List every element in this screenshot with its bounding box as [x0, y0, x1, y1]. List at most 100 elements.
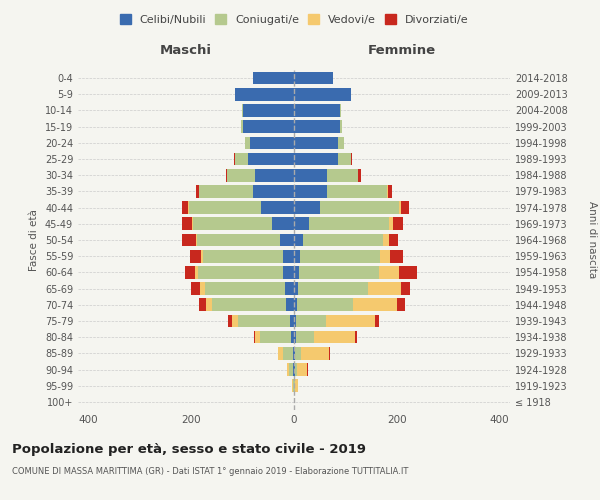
Text: Anni di nascita: Anni di nascita: [587, 202, 597, 278]
Bar: [294, 202, 320, 214]
Bar: [338, 136, 344, 149]
Bar: [182, 202, 188, 214]
Bar: [329, 347, 330, 360]
Bar: [185, 266, 195, 278]
Bar: [397, 298, 404, 311]
Bar: [254, 331, 255, 344]
Bar: [235, 88, 294, 101]
Bar: [212, 298, 286, 311]
Bar: [328, 185, 386, 198]
Bar: [307, 363, 308, 376]
Bar: [355, 331, 357, 344]
Bar: [196, 234, 197, 246]
Bar: [303, 234, 383, 246]
Bar: [256, 169, 294, 181]
Bar: [400, 202, 401, 214]
Bar: [294, 298, 296, 311]
Bar: [286, 298, 294, 311]
Bar: [294, 104, 340, 117]
Bar: [291, 331, 294, 344]
Bar: [272, 218, 294, 230]
Bar: [393, 218, 403, 230]
Bar: [338, 152, 350, 166]
Bar: [301, 347, 329, 360]
Bar: [296, 331, 314, 344]
Bar: [196, 185, 199, 198]
Bar: [227, 169, 256, 181]
Bar: [289, 363, 293, 376]
Bar: [241, 120, 242, 133]
Bar: [280, 234, 294, 246]
Bar: [191, 218, 193, 230]
Bar: [326, 314, 375, 328]
Bar: [250, 136, 294, 149]
Bar: [293, 347, 294, 360]
Bar: [283, 266, 294, 278]
Bar: [193, 218, 272, 230]
Text: Femmine: Femmine: [368, 44, 436, 57]
Bar: [340, 104, 341, 117]
Bar: [390, 250, 403, 262]
Bar: [199, 298, 206, 311]
Bar: [235, 152, 248, 166]
Bar: [283, 250, 294, 262]
Bar: [248, 152, 294, 166]
Bar: [191, 282, 200, 295]
Bar: [195, 266, 198, 278]
Bar: [200, 282, 205, 295]
Bar: [294, 169, 328, 181]
Bar: [294, 185, 328, 198]
Bar: [389, 218, 393, 230]
Bar: [350, 152, 352, 166]
Bar: [353, 298, 397, 311]
Bar: [260, 202, 294, 214]
Bar: [260, 331, 291, 344]
Bar: [290, 314, 294, 328]
Bar: [383, 234, 389, 246]
Bar: [401, 202, 409, 214]
Bar: [238, 314, 290, 328]
Bar: [320, 202, 400, 214]
Bar: [253, 72, 294, 85]
Bar: [232, 314, 238, 328]
Text: Maschi: Maschi: [160, 44, 212, 57]
Legend: Celibi/Nubili, Coniugati/e, Vedovi/e, Divorziati/e: Celibi/Nubili, Coniugati/e, Vedovi/e, Di…: [119, 14, 469, 25]
Bar: [300, 250, 380, 262]
Bar: [294, 88, 350, 101]
Bar: [386, 185, 388, 198]
Text: Popolazione per età, sesso e stato civile - 2019: Popolazione per età, sesso e stato civil…: [12, 442, 366, 456]
Bar: [379, 266, 400, 278]
Bar: [283, 347, 293, 360]
Bar: [190, 250, 202, 262]
Bar: [375, 314, 379, 328]
Bar: [294, 282, 298, 295]
Bar: [310, 218, 389, 230]
Bar: [294, 266, 299, 278]
Bar: [295, 363, 297, 376]
Bar: [287, 363, 289, 376]
Bar: [328, 169, 358, 181]
Y-axis label: Fasce di età: Fasce di età: [29, 209, 39, 271]
Bar: [294, 72, 332, 85]
Bar: [294, 234, 303, 246]
Bar: [294, 250, 300, 262]
Bar: [294, 218, 310, 230]
Bar: [296, 314, 326, 328]
Bar: [205, 282, 285, 295]
Bar: [296, 298, 353, 311]
Bar: [295, 380, 298, 392]
Bar: [294, 380, 295, 392]
Bar: [294, 314, 296, 328]
Bar: [203, 250, 283, 262]
Bar: [188, 202, 260, 214]
Bar: [182, 234, 196, 246]
Bar: [299, 266, 379, 278]
Bar: [340, 120, 343, 133]
Bar: [293, 380, 294, 392]
Bar: [294, 120, 340, 133]
Bar: [197, 234, 280, 246]
Bar: [202, 250, 203, 262]
Bar: [199, 185, 253, 198]
Bar: [368, 282, 401, 295]
Bar: [242, 104, 294, 117]
